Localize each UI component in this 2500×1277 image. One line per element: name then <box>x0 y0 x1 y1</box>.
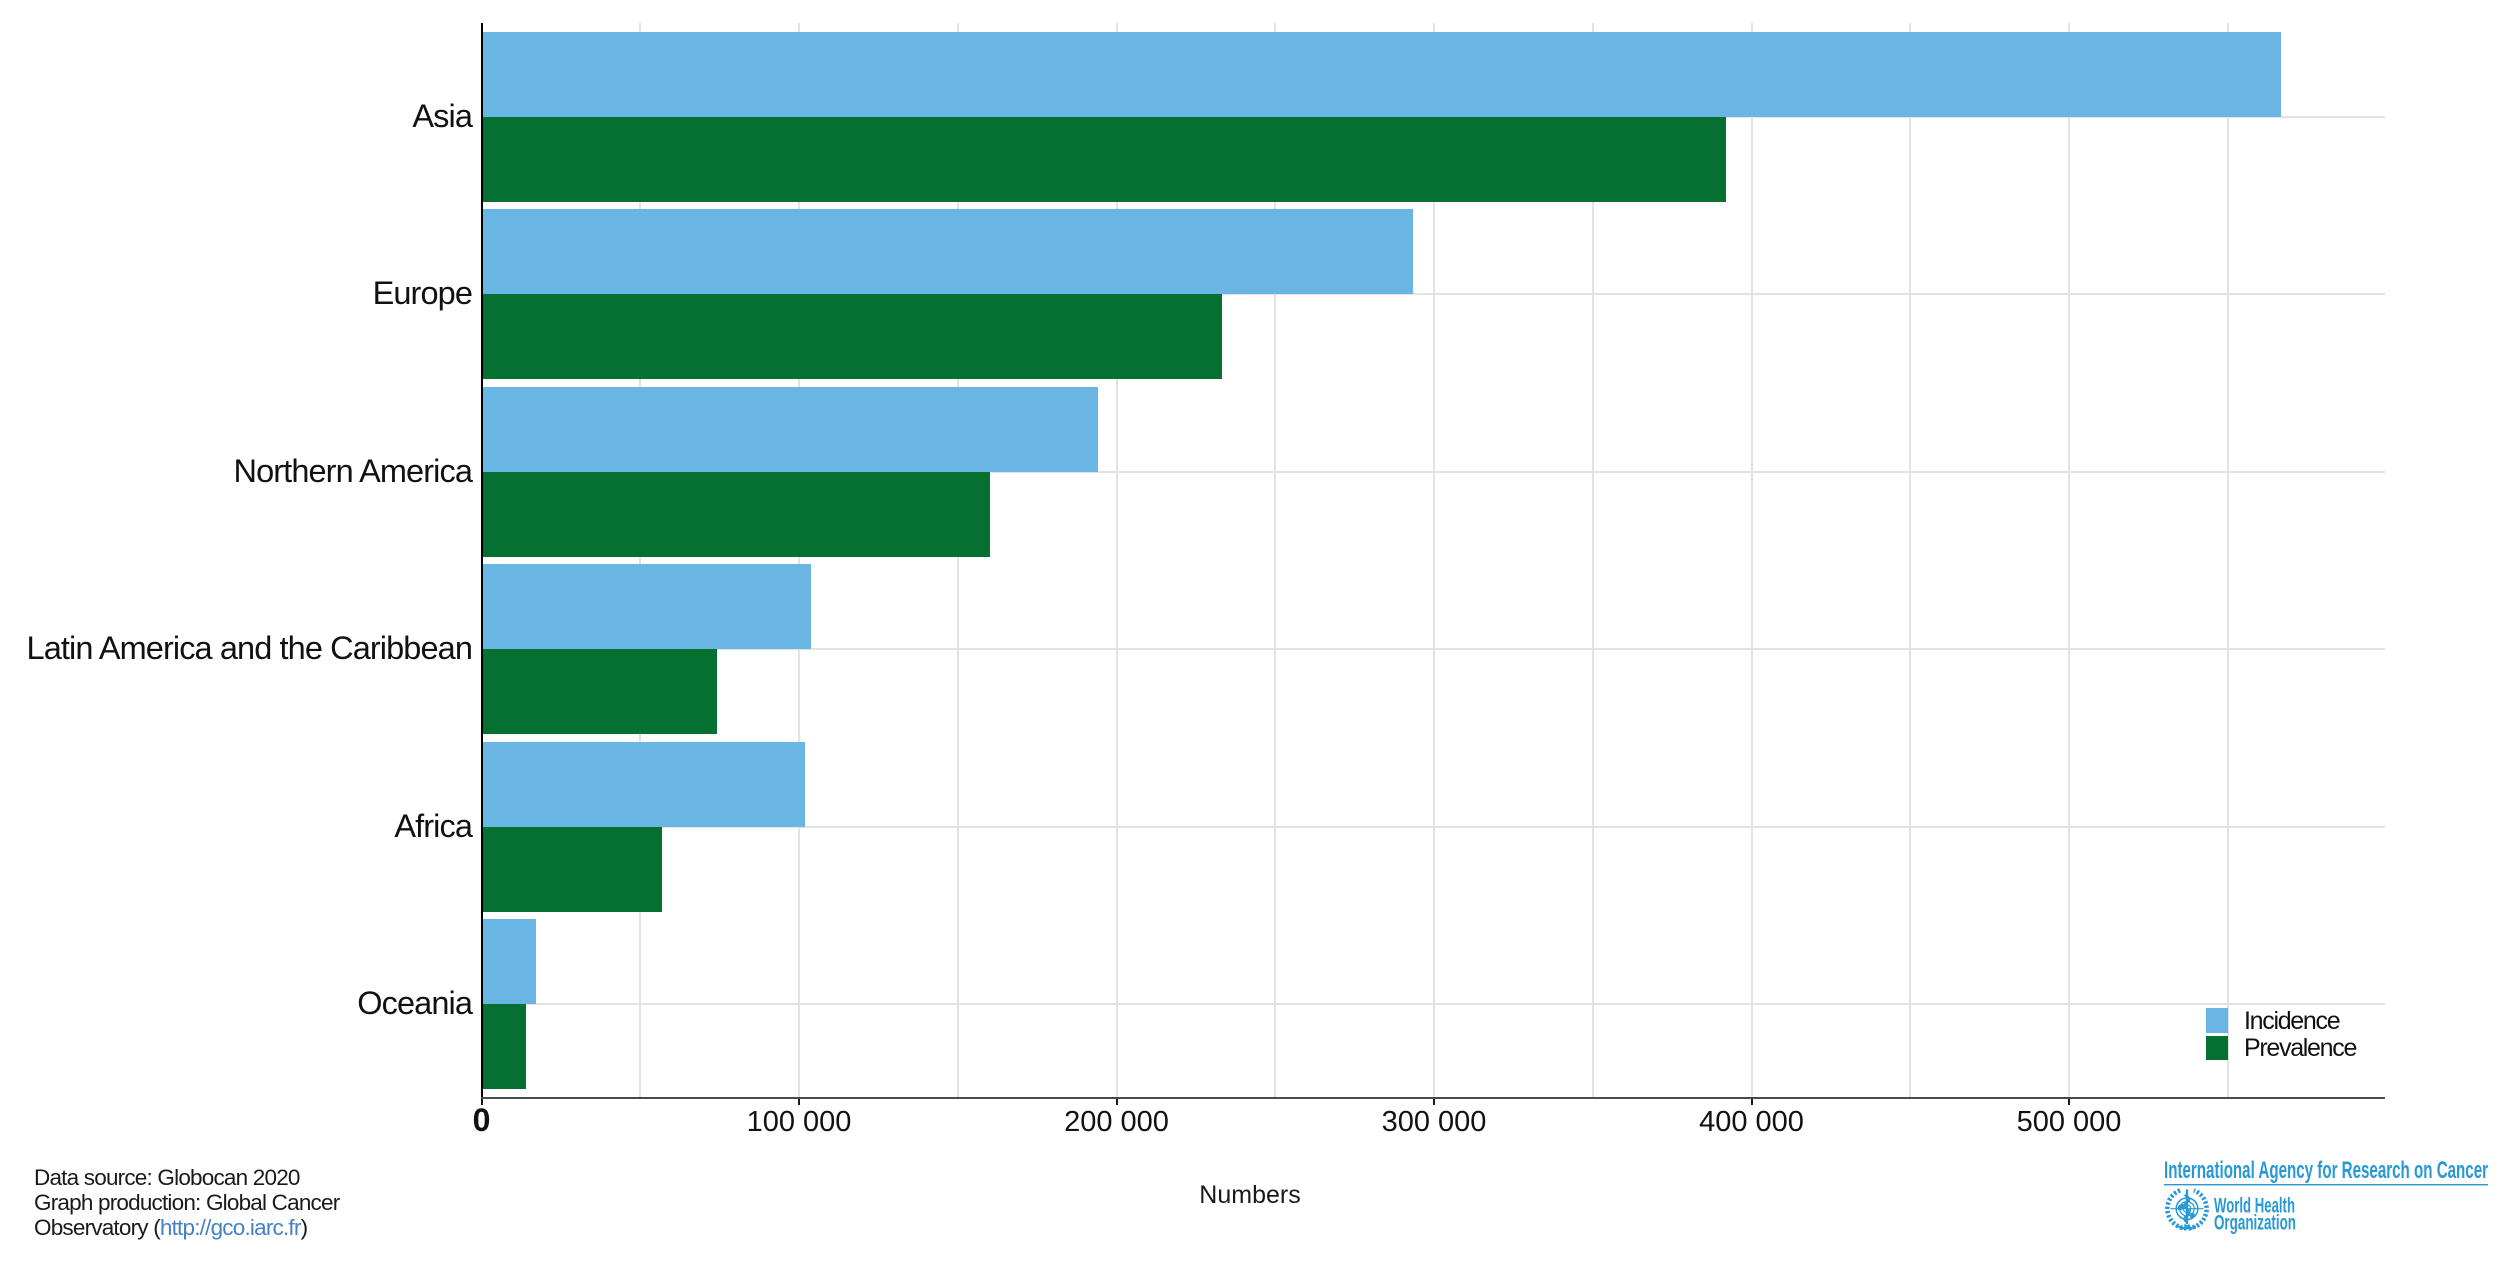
svg-text:International Agency for Resea: International Agency for Research on Can… <box>2164 1157 2488 1184</box>
svg-text:Organization: Organization <box>2214 1212 2296 1235</box>
svg-text:World Health: World Health <box>2214 1195 2295 1218</box>
